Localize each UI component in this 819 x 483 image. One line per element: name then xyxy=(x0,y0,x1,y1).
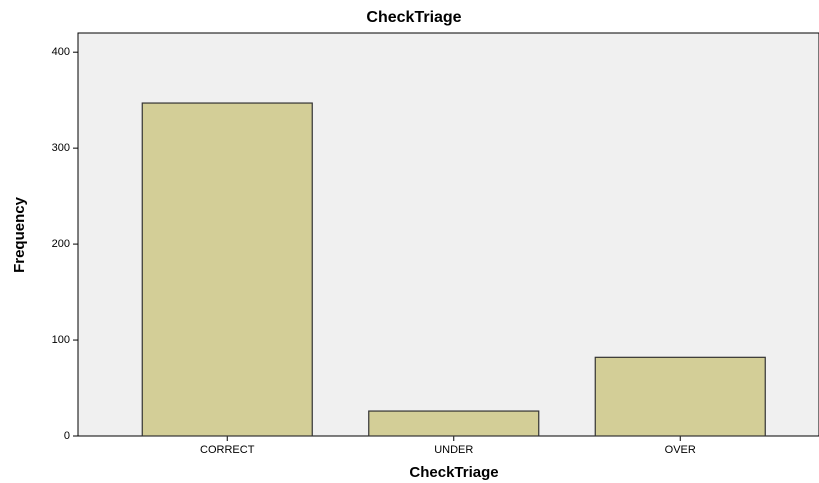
y-axis-title: Frequency xyxy=(11,196,28,273)
x-tick-label: OVER xyxy=(665,444,696,456)
chart-title: CheckTriage xyxy=(366,9,461,26)
bar xyxy=(141,102,313,437)
x-tick-label: UNDER xyxy=(434,444,473,456)
y-tick-label: 400 xyxy=(52,46,70,58)
x-tick-label: CORRECT xyxy=(200,444,255,456)
bar xyxy=(368,410,540,437)
y-tick-label: 100 xyxy=(52,334,70,346)
x-axis-title: CheckTriage xyxy=(409,464,498,481)
y-tick-label: 300 xyxy=(52,142,70,154)
y-tick-label: 0 xyxy=(64,430,70,442)
bar xyxy=(594,356,766,437)
y-tick-label: 200 xyxy=(52,238,70,250)
